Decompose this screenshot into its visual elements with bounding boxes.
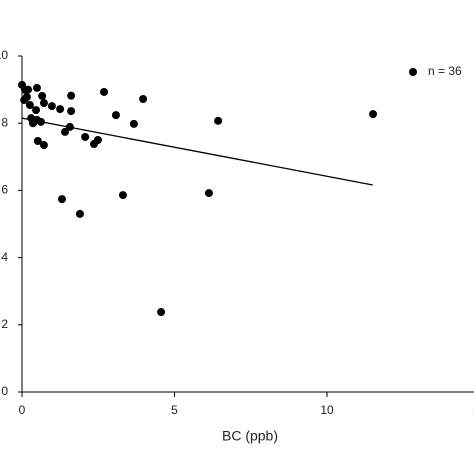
trendline: [21, 117, 373, 186]
point: [93, 136, 102, 144]
point: [129, 119, 138, 128]
point: [81, 132, 90, 141]
point: [61, 127, 70, 136]
x-axis-label: BC (ppb): [222, 428, 278, 444]
point: [369, 110, 378, 119]
y-tick-label: 8: [1, 115, 8, 129]
point: [39, 141, 48, 150]
point: [56, 105, 65, 114]
point: [65, 122, 74, 131]
point: [32, 83, 41, 92]
point: [25, 101, 34, 110]
point: [100, 87, 109, 96]
point: [67, 107, 76, 116]
x-tick-label: 10: [320, 403, 334, 417]
point: [157, 308, 166, 317]
point: [75, 209, 84, 218]
point: [111, 111, 120, 120]
y-tick-label: 2: [1, 317, 8, 331]
legend-label: n = 36: [428, 64, 462, 78]
legend-marker: [409, 68, 417, 76]
y-tick-label: 0: [1, 384, 8, 398]
point: [33, 137, 42, 146]
x-tick-label: 5: [171, 403, 178, 417]
point: [24, 85, 33, 94]
point: [204, 189, 213, 198]
point: [214, 116, 223, 125]
y-tick-label: 10: [0, 48, 8, 62]
x-tick-label: 15: [473, 403, 474, 417]
y-tick-label: 4: [1, 250, 8, 264]
point: [20, 96, 29, 105]
point: [118, 191, 127, 200]
point: [32, 106, 41, 115]
y-tick-label: 6: [1, 183, 8, 197]
point: [47, 102, 56, 111]
point: [67, 91, 76, 100]
point: [57, 195, 66, 204]
x-tick-label: 0: [19, 403, 26, 417]
point: [139, 95, 148, 104]
point: [39, 99, 48, 108]
point: [36, 117, 45, 126]
point: [38, 91, 47, 100]
